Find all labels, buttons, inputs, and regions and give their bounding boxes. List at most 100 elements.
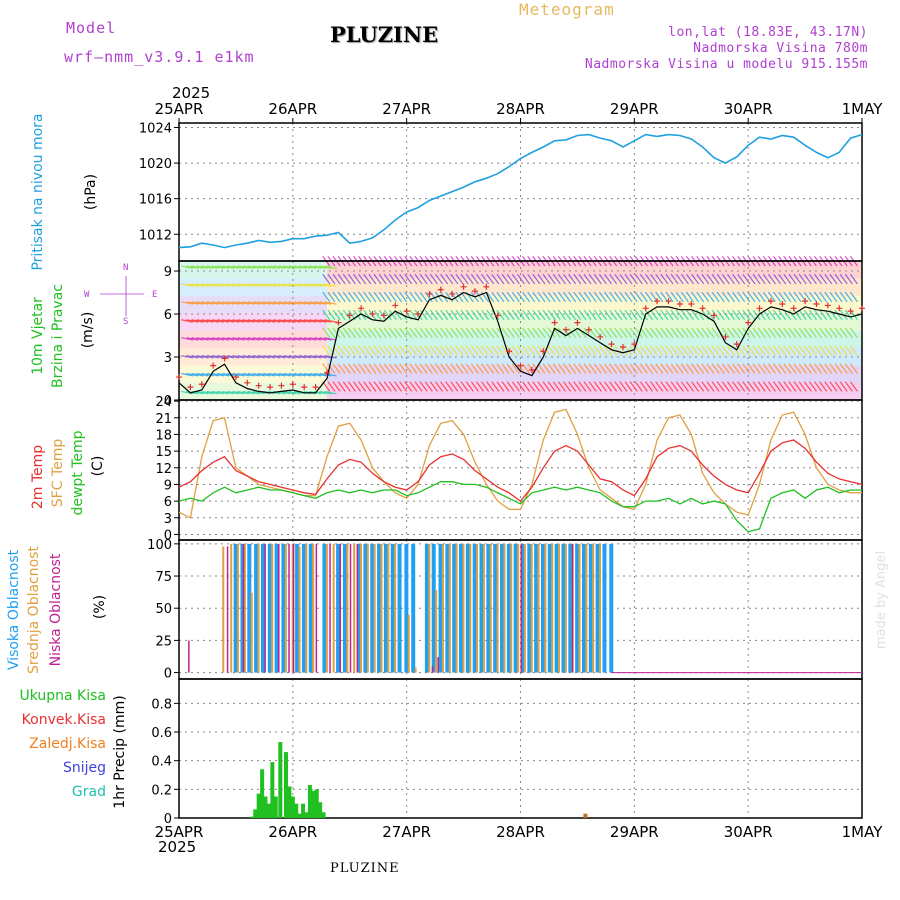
wind-gust-marker bbox=[813, 300, 820, 307]
wind-barb bbox=[347, 327, 356, 339]
wind-barb bbox=[829, 291, 838, 303]
wind-barb bbox=[547, 327, 556, 339]
wind-barb bbox=[378, 273, 387, 285]
wind-barb bbox=[337, 291, 346, 303]
wind-barb bbox=[409, 345, 418, 356]
wind-barb bbox=[563, 291, 572, 303]
wind-barb bbox=[237, 372, 250, 377]
wind-barb bbox=[573, 363, 582, 374]
wind-barb bbox=[353, 309, 362, 321]
wind-barb bbox=[373, 309, 382, 321]
wind-barb bbox=[624, 363, 633, 374]
high-cloud-bar bbox=[547, 543, 552, 673]
wind-barb bbox=[819, 327, 828, 339]
wind-barb bbox=[762, 273, 771, 285]
y-tick-label: 0 bbox=[164, 528, 172, 543]
wind-barb bbox=[849, 327, 858, 339]
wind-barb bbox=[288, 372, 301, 377]
wind-barb bbox=[460, 363, 469, 374]
wind-gust-marker bbox=[699, 305, 706, 312]
wind-barb bbox=[537, 309, 546, 321]
mid-cloud-bar bbox=[346, 543, 349, 673]
wind-barb bbox=[732, 327, 741, 339]
wind-gust-marker bbox=[711, 312, 718, 319]
wind-barb bbox=[547, 363, 556, 374]
wind-barb bbox=[547, 273, 556, 285]
date-label-top: 28APR bbox=[496, 100, 545, 118]
wind-barb bbox=[206, 319, 219, 323]
wind-barb bbox=[388, 309, 397, 321]
legend-convective-rain: Konvek.Kisa bbox=[22, 712, 106, 728]
wind-barb bbox=[217, 354, 230, 359]
wind-barb bbox=[563, 363, 572, 374]
wind-barb bbox=[450, 309, 459, 321]
wind-barb bbox=[298, 354, 311, 359]
high-cloud-bar bbox=[527, 543, 532, 673]
wind-barb bbox=[424, 327, 433, 339]
wind-barb bbox=[783, 363, 792, 374]
y-tick-label: 0 bbox=[164, 667, 172, 682]
wind-barb bbox=[629, 345, 638, 356]
wind-barb bbox=[721, 363, 730, 374]
wind-barb bbox=[293, 337, 306, 341]
wind-barb bbox=[644, 327, 654, 339]
wind-barb bbox=[711, 345, 720, 356]
wind-barb bbox=[547, 309, 556, 321]
wind-barb bbox=[844, 327, 853, 339]
wind-barb bbox=[644, 291, 654, 303]
high-cloud-bar bbox=[486, 543, 491, 673]
wind-gust-marker bbox=[551, 319, 558, 326]
wind-barb bbox=[573, 309, 582, 321]
wind-barb bbox=[650, 345, 659, 356]
wind-barb bbox=[516, 327, 525, 339]
wind-barb bbox=[721, 381, 730, 392]
wind-barb bbox=[378, 363, 387, 374]
wind-barb bbox=[237, 265, 250, 269]
wind-barb bbox=[319, 283, 332, 287]
wind-barb bbox=[767, 273, 776, 285]
wind-barb bbox=[319, 354, 332, 359]
wind-barb bbox=[624, 291, 633, 303]
wind-barb bbox=[557, 345, 566, 356]
wind-barb bbox=[578, 345, 587, 356]
wind-barb bbox=[327, 345, 336, 356]
wind-barb bbox=[434, 363, 444, 374]
y-tick-label: 50 bbox=[155, 602, 172, 617]
wind-barb bbox=[314, 283, 327, 287]
wind-barb bbox=[783, 273, 792, 285]
wind-barb bbox=[834, 273, 843, 285]
high-cloud-bar bbox=[322, 543, 327, 673]
wind-barb bbox=[793, 345, 802, 356]
wind-barb bbox=[527, 381, 536, 392]
wind-barb bbox=[634, 363, 643, 374]
wind-barb bbox=[547, 291, 556, 303]
wind-barb bbox=[660, 309, 669, 321]
wind-barb bbox=[604, 291, 613, 303]
page-title: PLUZINE bbox=[330, 22, 439, 47]
wind-barb bbox=[849, 381, 858, 392]
wind-barb bbox=[404, 327, 413, 339]
wind-barb bbox=[588, 309, 597, 321]
wind-barb bbox=[819, 273, 828, 285]
wind-barb bbox=[737, 345, 746, 356]
wind-gust-marker bbox=[460, 283, 467, 290]
wind-barb bbox=[691, 327, 700, 339]
wind-barb bbox=[614, 291, 623, 303]
wind-gust-marker bbox=[449, 290, 456, 297]
wind-barb bbox=[486, 363, 495, 374]
wind-barb bbox=[757, 291, 766, 303]
wind-barb bbox=[660, 291, 669, 303]
wind-barb bbox=[814, 363, 823, 374]
wind-barb bbox=[798, 345, 807, 356]
wind-barb bbox=[399, 345, 408, 356]
wind-barb bbox=[824, 309, 833, 321]
wind-barb bbox=[455, 363, 464, 374]
wind-barb bbox=[491, 291, 500, 303]
wind-barb bbox=[257, 301, 270, 305]
wind-barb bbox=[670, 291, 679, 303]
wind-barb bbox=[322, 309, 331, 321]
year-top: 2025 bbox=[172, 84, 211, 102]
mid-cloud-bar bbox=[380, 543, 383, 673]
high-cloud-bar bbox=[397, 543, 402, 673]
wind-barb bbox=[588, 345, 597, 356]
